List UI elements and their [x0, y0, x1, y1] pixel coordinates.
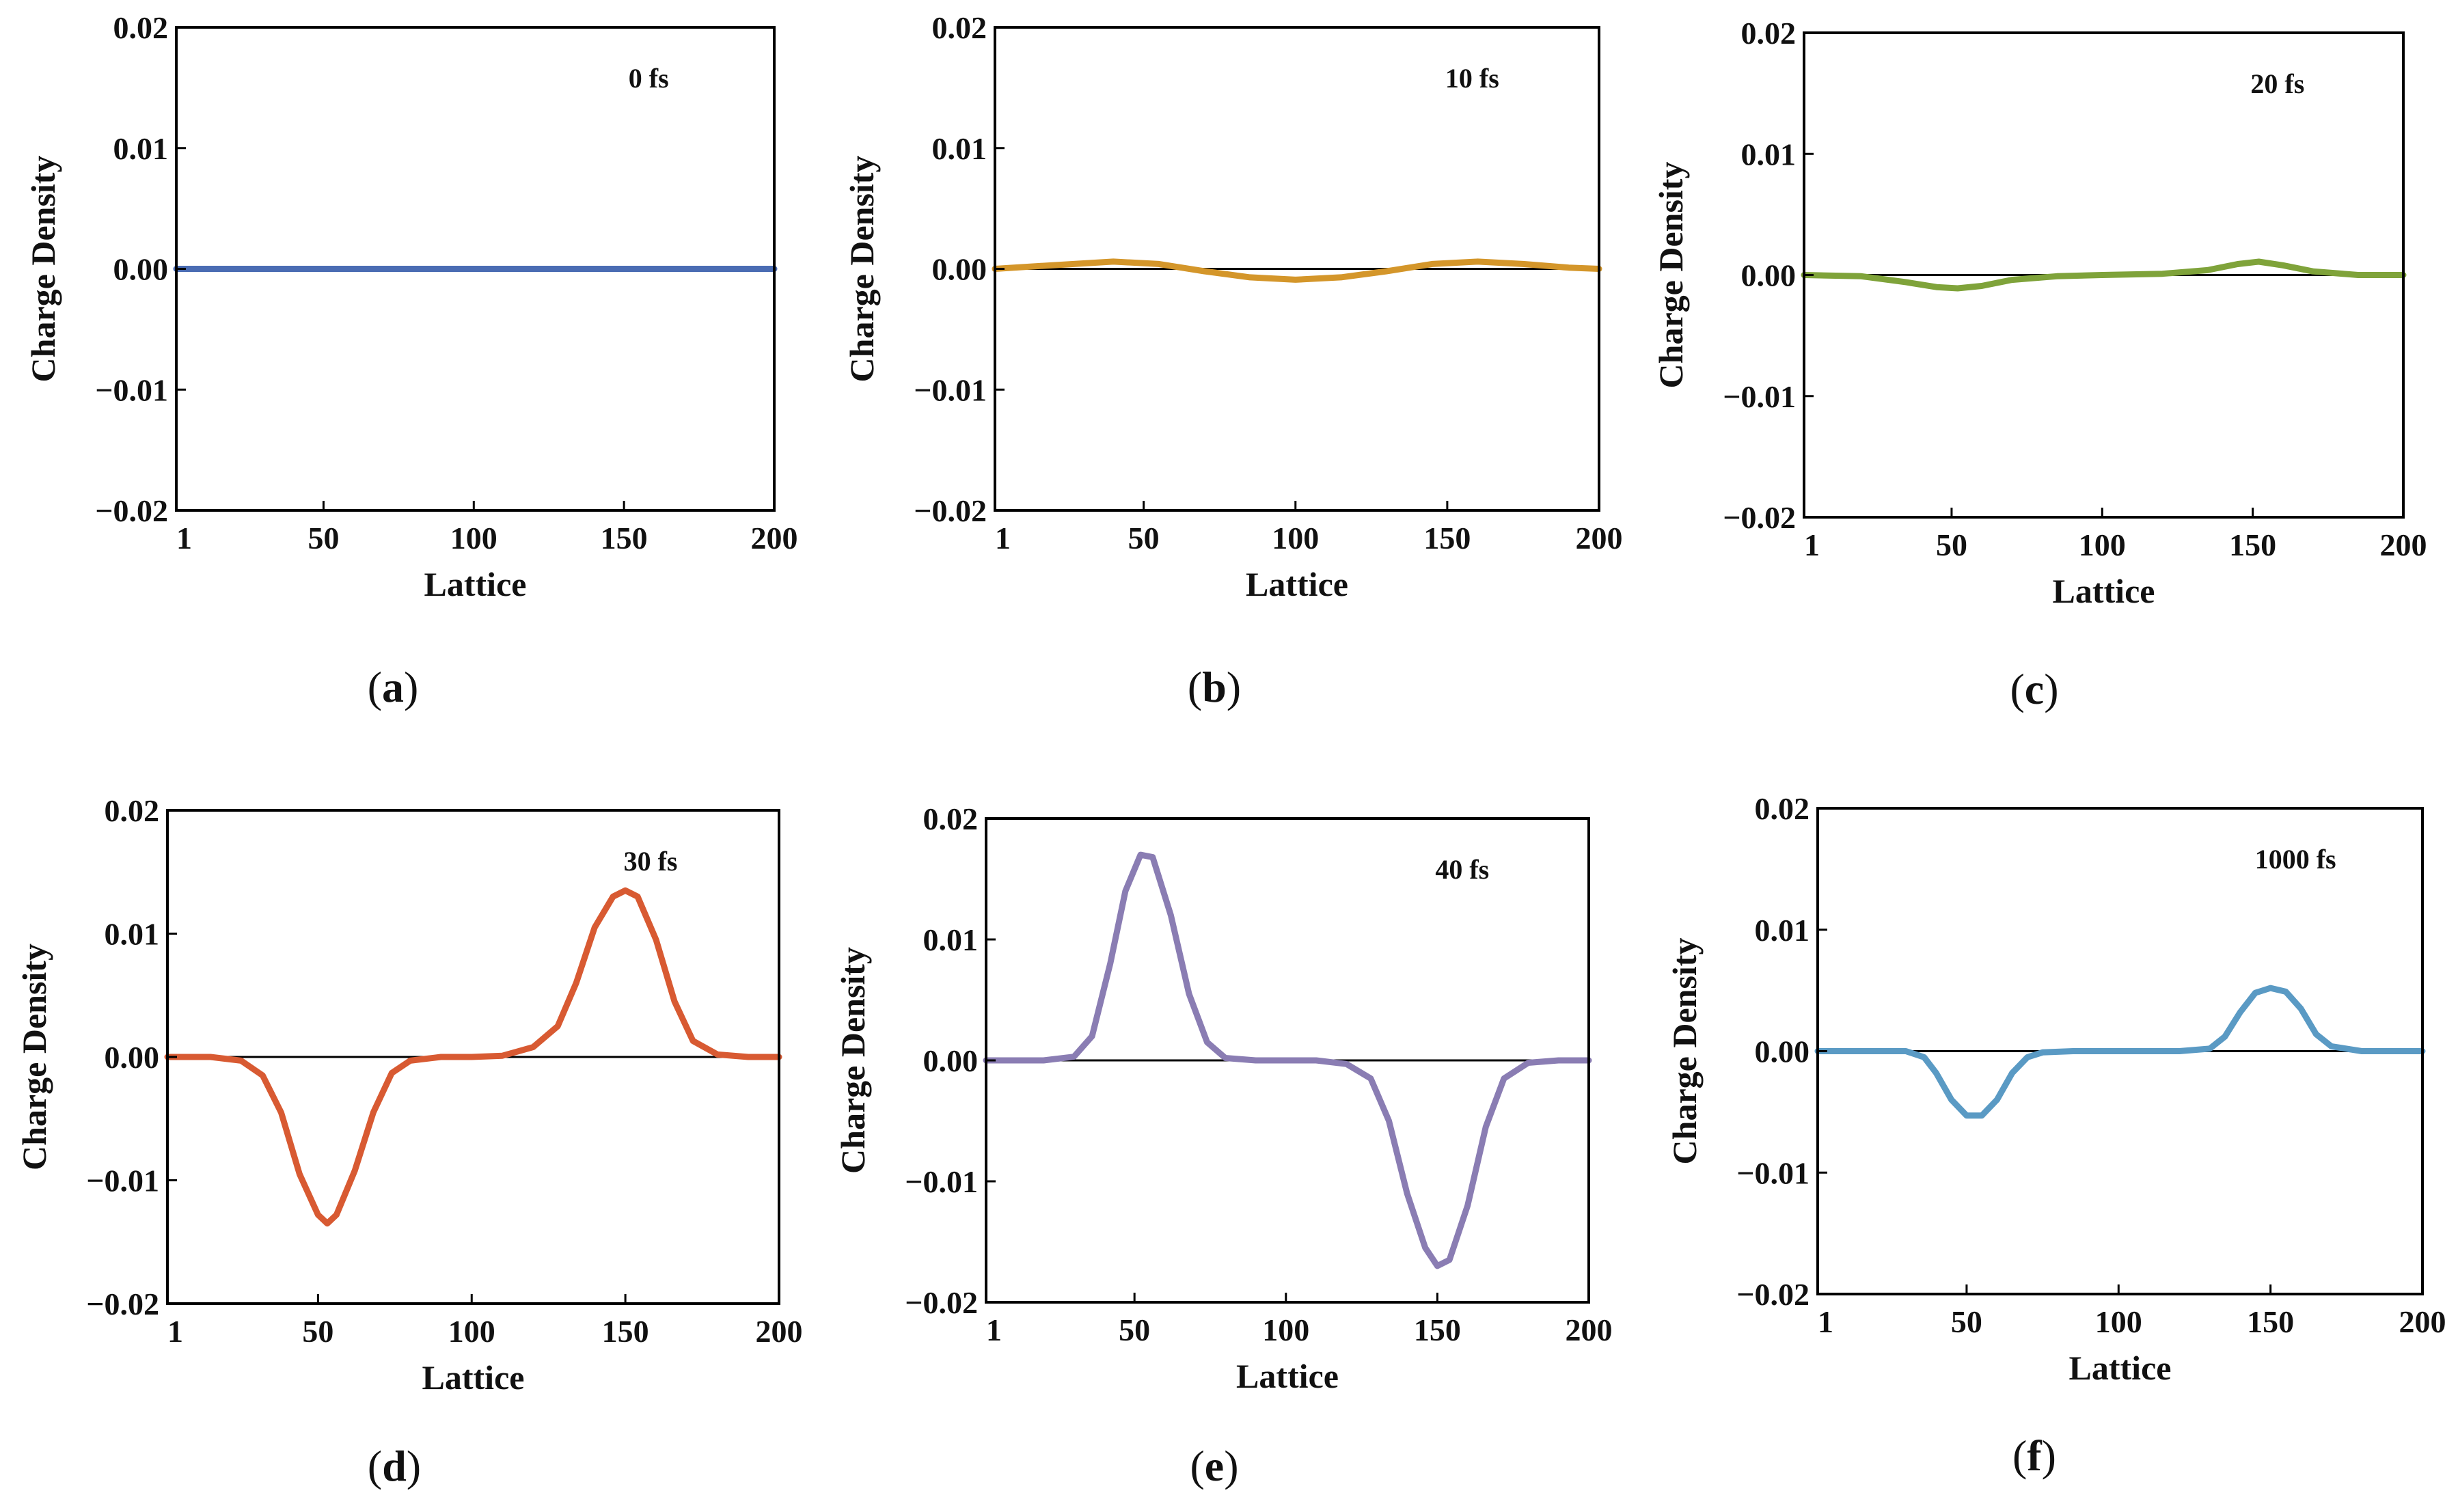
x-tick-label: 200	[2399, 1304, 2446, 1339]
y-tick-label: 0.00	[1755, 1034, 1810, 1069]
y-tick-label: −0.01	[95, 372, 168, 407]
time-annotation: 0 fs	[629, 63, 669, 94]
y-tick-label: −0.01	[1736, 1155, 1810, 1190]
chart-panel-c: 1 50 100 150 200−0.02−0.010.000.010.02Lattic…	[1652, 16, 2427, 713]
x-tick-label: 1	[1818, 1304, 1833, 1339]
y-tick-label: −0.02	[1736, 1277, 1810, 1312]
x-tick-label: 50	[1119, 1312, 1150, 1347]
y-tick-label: −0.02	[86, 1287, 159, 1321]
x-axis-label: Lattice	[422, 1358, 525, 1397]
y-axis-label: Charge Density	[1652, 162, 1690, 389]
y-tick-label: 0.02	[932, 10, 987, 45]
x-tick-label: 1	[995, 521, 1011, 555]
y-tick-label: −0.01	[86, 1164, 159, 1198]
x-tick-label: 50	[1128, 521, 1160, 555]
x-tick-label: 100	[1272, 521, 1319, 555]
x-axis-label: Lattice	[2069, 1349, 2172, 1387]
y-tick-label: 0.01	[1741, 137, 1797, 171]
x-tick-label: 1	[176, 521, 192, 555]
x-tick-label: 200	[756, 1314, 803, 1349]
time-annotation: 30 fs	[624, 846, 678, 877]
panel-label: (f)	[2012, 1431, 2056, 1480]
x-tick-label: 200	[1566, 1312, 1613, 1347]
panel-label: (c)	[2010, 665, 2058, 713]
chart-panel-e: 1 50 100 150 200−0.02−0.010.000.010.02Lattic…	[834, 801, 1613, 1490]
series-line	[1814, 985, 2426, 1119]
x-tick-label: 150	[601, 521, 648, 555]
y-tick-label: −0.02	[905, 1285, 978, 1320]
y-tick-label: 0.01	[113, 131, 169, 166]
y-tick-label: 0.02	[105, 793, 160, 828]
x-tick-label: 150	[602, 1314, 649, 1349]
y-tick-label: 0.01	[923, 922, 979, 957]
series-line	[1801, 258, 2407, 292]
panel-label: (e)	[1190, 1442, 1238, 1490]
x-tick-label: 100	[1262, 1312, 1309, 1347]
time-annotation: 10 fs	[1445, 63, 1499, 94]
y-tick-label: 0.00	[923, 1043, 979, 1078]
x-tick-label: 100	[448, 1314, 495, 1349]
y-axis-label: Charge Density	[843, 156, 881, 383]
chart-panel-a: 1 50 100 150 200−0.02−0.010.000.010.02Lattic…	[24, 10, 798, 711]
x-tick-label: 50	[1951, 1304, 1982, 1339]
time-annotation: 20 fs	[2250, 68, 2304, 99]
time-annotation: 40 fs	[1435, 854, 1489, 885]
panel-label: (b)	[1188, 663, 1241, 711]
x-tick-label: 150	[1414, 1312, 1461, 1347]
x-tick-label: 100	[2095, 1304, 2142, 1339]
y-tick-label: 0.02	[1741, 16, 1797, 51]
y-tick-label: −0.01	[914, 372, 987, 407]
y-tick-label: 0.00	[1741, 258, 1797, 293]
x-axis-label: Lattice	[1246, 565, 1348, 603]
x-tick-label: 200	[2380, 527, 2427, 562]
x-axis-label: Lattice	[424, 565, 527, 603]
x-tick-label: 100	[2079, 527, 2126, 562]
y-tick-label: 0.01	[1755, 913, 1810, 948]
y-tick-label: 0.02	[1755, 791, 1810, 826]
x-tick-label: 50	[1936, 527, 1967, 562]
x-axis-label: Lattice	[1236, 1357, 1339, 1395]
chart-panel-d: 1 50 100 150 200−0.02−0.010.000.010.02Lattic…	[15, 793, 803, 1490]
panel-label: (d)	[368, 1442, 421, 1490]
x-tick-label: 200	[751, 521, 798, 555]
x-axis-label: Lattice	[2053, 572, 2155, 610]
y-axis-label: Charge Density	[24, 156, 62, 383]
x-tick-label: 150	[1423, 521, 1471, 555]
x-tick-label: 150	[2247, 1304, 2294, 1339]
chart-panel-f: 1 50 100 150 200−0.02−0.010.000.010.02Lattic…	[1665, 791, 2446, 1480]
y-tick-label: 0.00	[113, 252, 169, 287]
x-tick-label: 150	[2229, 527, 2276, 562]
time-annotation: 1000 fs	[2255, 844, 2336, 875]
y-tick-label: −0.01	[905, 1164, 978, 1199]
y-tick-label: 0.00	[105, 1040, 160, 1075]
y-tick-label: −0.02	[1723, 500, 1796, 535]
y-tick-label: 0.00	[932, 252, 987, 287]
x-tick-label: 200	[1576, 521, 1623, 555]
y-tick-label: 0.02	[923, 801, 979, 836]
x-tick-label: 1	[986, 1312, 1002, 1347]
series-line	[983, 851, 1592, 1269]
x-tick-label: 1	[167, 1314, 183, 1349]
y-tick-label: 0.01	[932, 131, 987, 166]
x-tick-label: 50	[308, 521, 339, 555]
y-axis-label: Charge Density	[15, 944, 53, 1170]
series-line	[164, 887, 782, 1227]
x-tick-label: 1	[1804, 527, 1820, 562]
x-tick-label: 100	[450, 521, 497, 555]
chart-panel-b: 1 50 100 150 200−0.02−0.010.000.010.02Lattic…	[843, 10, 1623, 711]
series-line	[992, 258, 1602, 283]
y-axis-label: Charge Density	[1665, 938, 1704, 1165]
y-tick-label: −0.02	[95, 493, 168, 528]
y-tick-label: 0.02	[113, 10, 169, 45]
y-tick-label: −0.01	[1723, 379, 1796, 414]
y-tick-label: −0.02	[914, 493, 987, 528]
y-axis-label: Charge Density	[834, 947, 872, 1174]
panel-label: (a)	[368, 663, 419, 711]
y-tick-label: 0.01	[105, 917, 160, 952]
x-tick-label: 50	[302, 1314, 333, 1349]
